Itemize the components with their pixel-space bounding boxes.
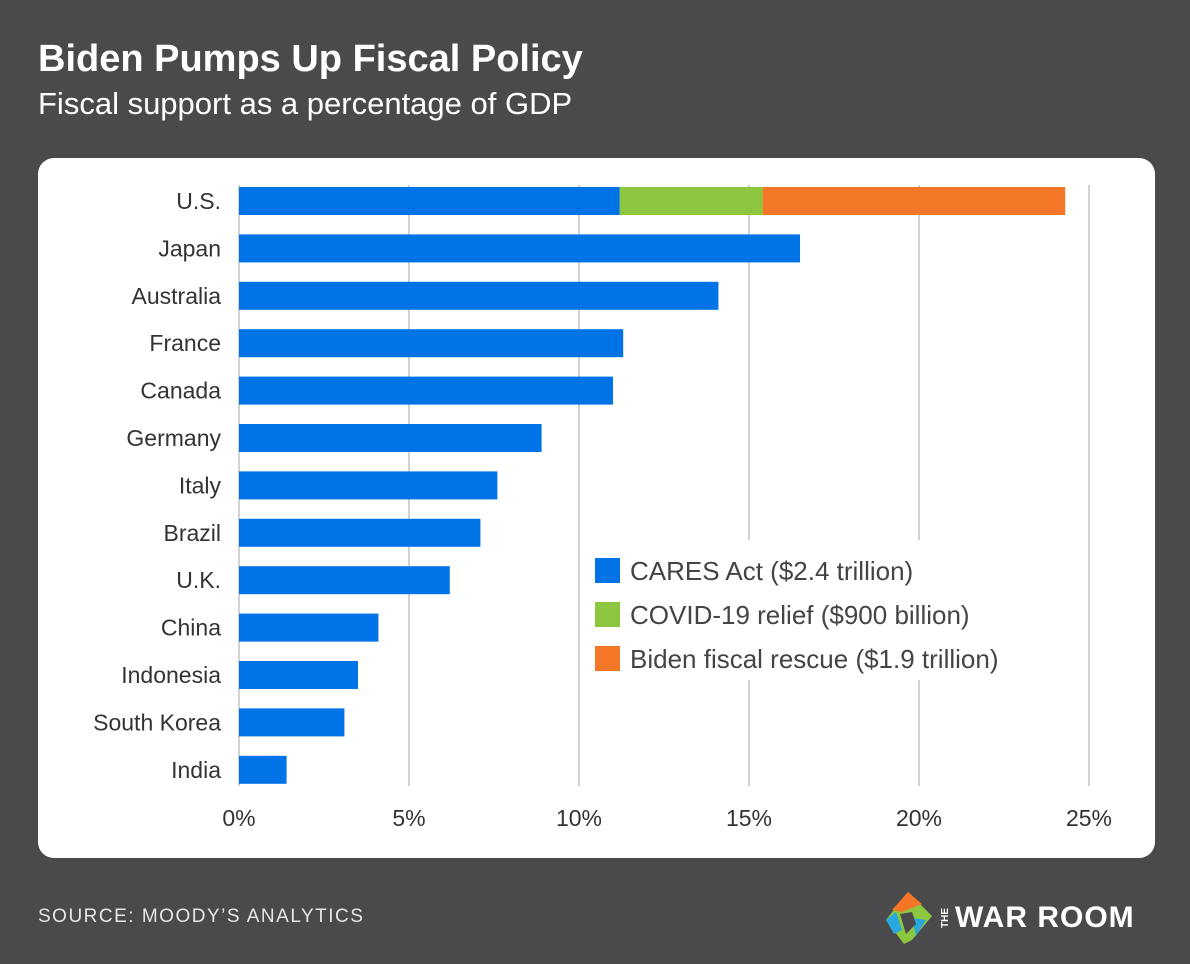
chart-card: 0% 5% 10% 15% 20% 25% U.S. Japan Australia France… <box>38 158 1155 858</box>
bar-south-korea-series-0 <box>239 708 345 737</box>
war-room-logo: THE WAR ROOM <box>882 890 1135 946</box>
bar-germany-series-0 <box>239 424 542 452</box>
category-label: France <box>149 330 221 356</box>
bar-australia-series-0 <box>239 281 719 310</box>
bar-france-series-0 <box>239 329 624 358</box>
bar-indonesia-series-0 <box>239 661 358 689</box>
category-label: Japan <box>158 235 221 261</box>
bar-u-s--series-1 <box>619 187 763 215</box>
bar-u-s--series-2 <box>762 187 1066 215</box>
category-label: Italy <box>179 472 222 498</box>
x-tick-label: 25% <box>1066 805 1112 831</box>
x-tick-label: 0% <box>222 805 255 831</box>
chart-subtitle: Fiscal support as a percentage of GDP <box>38 86 573 121</box>
category-label: Canada <box>140 378 221 404</box>
category-label: U.S. <box>176 188 221 214</box>
chart-title: Biden Pumps Up Fiscal Policy <box>38 38 583 80</box>
category-label: South Korea <box>93 709 221 735</box>
category-label: Australia <box>132 283 222 309</box>
legend-swatch <box>595 602 620 627</box>
logo-text: WAR ROOM <box>955 901 1135 934</box>
bar-chart: 0% 5% 10% 15% 20% 25% U.S. Japan Australia France… <box>93 185 1112 831</box>
logo-the: THE <box>940 908 951 928</box>
x-tick-label: 10% <box>556 805 602 831</box>
bar-china-series-0 <box>239 613 379 642</box>
bar-japan-series-0 <box>239 234 800 263</box>
category-label: Germany <box>126 425 221 451</box>
bar-u-k--series-0 <box>239 566 450 595</box>
legend-swatch <box>595 646 620 671</box>
category-label: China <box>161 615 221 641</box>
category-label: U.K. <box>176 567 221 593</box>
legend-label: CARES Act ($2.4 trillion) <box>630 556 913 586</box>
bar-india-series-0 <box>239 755 287 784</box>
legend-label: COVID-19 relief ($900 billion) <box>630 600 970 630</box>
category-label: Brazil <box>163 520 221 546</box>
x-tick-label: 20% <box>896 805 942 831</box>
logo-mark-icon <box>886 892 932 944</box>
bar-canada-series-0 <box>239 376 613 405</box>
legend-label: Biden fiscal rescue ($1.9 trillion) <box>630 644 999 674</box>
x-tick-label: 15% <box>726 805 772 831</box>
legend-background <box>585 540 1075 680</box>
legend-swatch <box>595 558 620 583</box>
category-label: India <box>171 757 221 783</box>
bar-u-s--series-0 <box>239 187 620 215</box>
category-label: Indonesia <box>121 662 221 688</box>
bar-brazil-series-0 <box>239 518 481 547</box>
x-tick-label: 5% <box>392 805 425 831</box>
source-note: SOURCE: MOODY’S ANALYTICS <box>38 906 365 927</box>
bar-italy-series-0 <box>239 471 498 500</box>
